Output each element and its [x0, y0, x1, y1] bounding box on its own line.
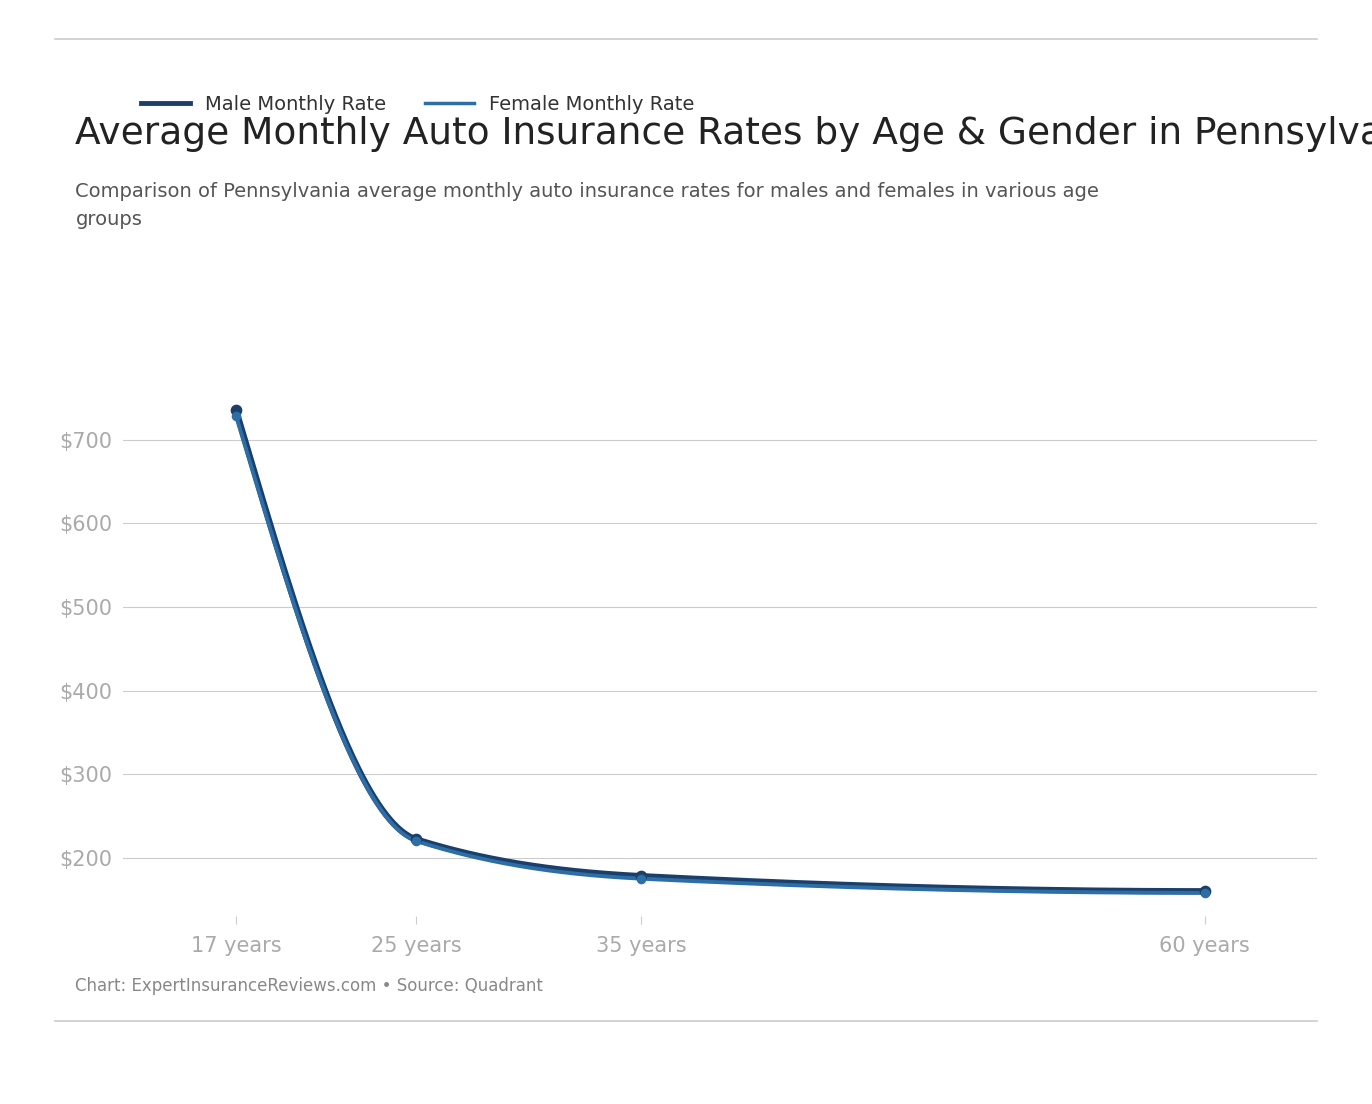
- Point: [1194, 882, 1216, 900]
- Point: [225, 402, 247, 420]
- Point: [405, 830, 427, 848]
- Text: Chart: ExpertInsuranceReviews.com • Source: Quadrant: Chart: ExpertInsuranceReviews.com • Sour…: [75, 977, 543, 995]
- Point: [631, 870, 653, 888]
- Point: [225, 407, 247, 425]
- Point: [1194, 884, 1216, 902]
- Text: Average Monthly Auto Insurance Rates by Age & Gender in Pennsylvania: Average Monthly Auto Insurance Rates by …: [75, 116, 1372, 152]
- Text: Comparison of Pennsylvania average monthly auto insurance rates for males and fe: Comparison of Pennsylvania average month…: [75, 182, 1099, 230]
- Point: [631, 868, 653, 885]
- Point: [405, 832, 427, 850]
- Legend: Male Monthly Rate, Female Monthly Rate: Male Monthly Rate, Female Monthly Rate: [133, 87, 702, 121]
